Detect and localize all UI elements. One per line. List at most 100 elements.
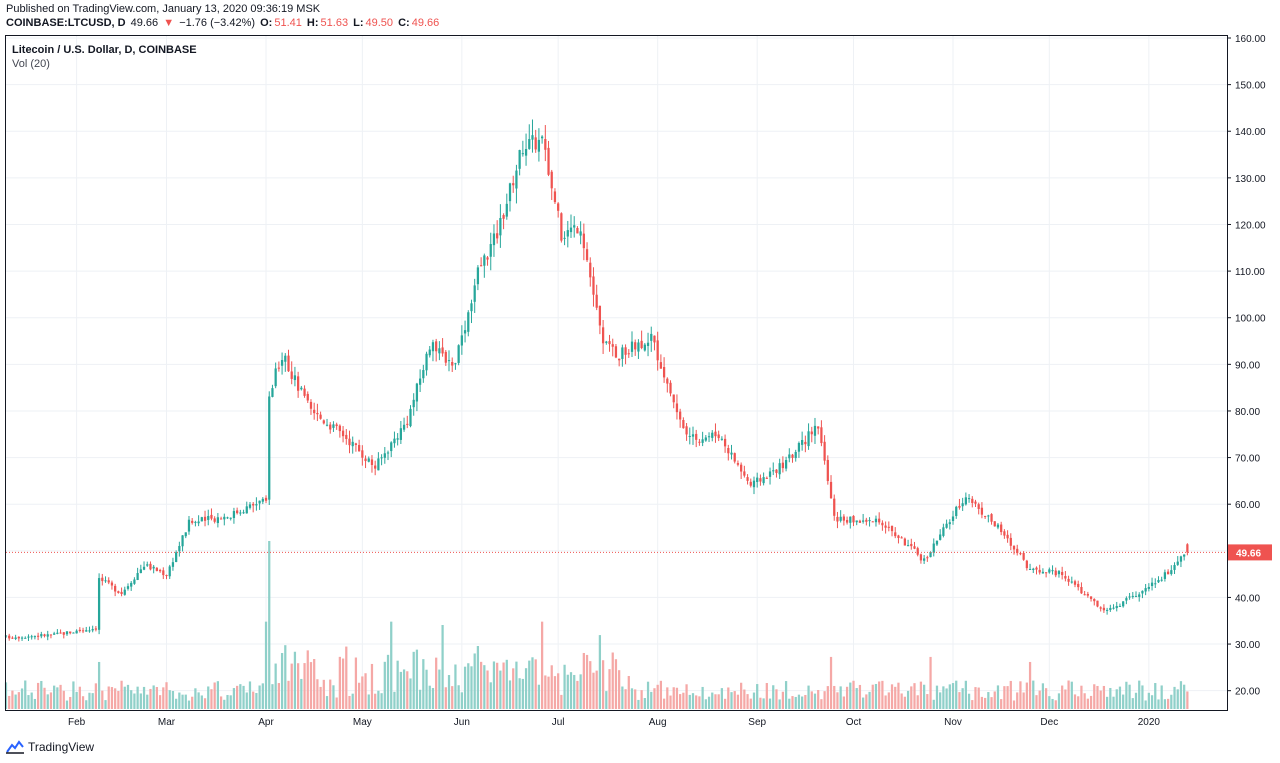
candle-body bbox=[955, 506, 958, 517]
candle-body bbox=[528, 139, 531, 149]
candle-body bbox=[402, 424, 406, 430]
candle-body bbox=[1102, 607, 1106, 611]
volume-bar bbox=[855, 688, 858, 709]
volume-bar bbox=[290, 663, 293, 709]
symbol-label: COINBASE:LTCUSD, D bbox=[6, 17, 126, 29]
tradingview-logo[interactable]: TradingView bbox=[6, 740, 94, 754]
volume-bar bbox=[579, 674, 582, 709]
candle-body bbox=[990, 514, 993, 522]
volume-bar bbox=[752, 692, 756, 709]
candle-body bbox=[855, 520, 858, 523]
candle-body bbox=[740, 464, 743, 472]
candle-body bbox=[319, 414, 322, 419]
candle-body bbox=[723, 438, 727, 447]
volume-bar bbox=[97, 661, 101, 709]
candle-body bbox=[560, 213, 563, 241]
candle-body bbox=[11, 637, 14, 639]
tradingview-logo-icon bbox=[6, 740, 24, 754]
candle-body bbox=[104, 580, 107, 582]
candle-body bbox=[502, 215, 505, 219]
volume-bar bbox=[1112, 696, 1115, 709]
volume-bar bbox=[409, 678, 412, 709]
volume-bar bbox=[280, 653, 284, 709]
candle-body bbox=[1028, 568, 1032, 570]
volume-bar bbox=[406, 671, 409, 709]
volume-bar bbox=[666, 687, 669, 709]
candle-body bbox=[1157, 580, 1160, 583]
candle-body bbox=[1115, 605, 1118, 609]
volume-bar bbox=[242, 685, 245, 709]
volume-bar bbox=[547, 676, 550, 709]
volume-bar bbox=[720, 688, 724, 709]
candle-body bbox=[531, 135, 534, 140]
candle-body bbox=[996, 524, 1000, 528]
candle-body bbox=[390, 442, 393, 452]
volume-bar bbox=[191, 696, 194, 709]
candle-body bbox=[56, 632, 59, 634]
volume-bar bbox=[1067, 680, 1070, 709]
candle-body bbox=[759, 478, 762, 482]
volume-bar bbox=[794, 696, 797, 709]
volume-bar bbox=[483, 665, 486, 709]
candle-body bbox=[422, 370, 425, 379]
volume-bar bbox=[765, 683, 768, 709]
candle-body bbox=[547, 147, 550, 175]
candle-body bbox=[457, 345, 460, 363]
candle-body bbox=[476, 267, 480, 285]
volume-bar bbox=[557, 673, 560, 709]
volume-bar bbox=[634, 689, 637, 709]
candle-body bbox=[540, 136, 544, 139]
candle-body bbox=[521, 153, 524, 155]
volume-bar bbox=[727, 687, 730, 709]
x-tick-label: Jul bbox=[552, 717, 565, 728]
volume-bar bbox=[313, 659, 316, 709]
volume-bar bbox=[165, 682, 168, 709]
candle-body bbox=[322, 420, 325, 424]
candle-body bbox=[797, 443, 801, 452]
candle-body bbox=[24, 637, 27, 639]
candle-body bbox=[778, 463, 781, 475]
volume-bar bbox=[1077, 696, 1080, 709]
volume-bar bbox=[101, 690, 104, 709]
volume-bar bbox=[139, 693, 142, 709]
candle-body bbox=[1035, 567, 1038, 570]
candle-body bbox=[1000, 524, 1003, 533]
candle-body bbox=[332, 424, 335, 428]
volume-bar bbox=[457, 685, 460, 709]
volume-bar bbox=[573, 674, 576, 709]
volume-bar bbox=[1173, 686, 1176, 709]
volume-bar bbox=[858, 684, 862, 709]
candle-body bbox=[290, 371, 293, 379]
y-tick-label: 90.00 bbox=[1235, 360, 1260, 371]
candle-body bbox=[213, 518, 216, 522]
candle-body bbox=[268, 396, 271, 500]
candle-body bbox=[229, 517, 232, 519]
candle-body bbox=[820, 427, 823, 444]
candle-body bbox=[297, 376, 300, 391]
volume-bar bbox=[1080, 685, 1083, 709]
volume-bar bbox=[428, 685, 431, 709]
volume-bar bbox=[187, 700, 191, 709]
volume-bar bbox=[1064, 689, 1067, 709]
high-value: 51.63 bbox=[320, 17, 349, 29]
volume-bar bbox=[162, 687, 165, 709]
candle-body bbox=[730, 452, 733, 455]
candle-body bbox=[399, 428, 402, 440]
volume-bar bbox=[1061, 685, 1064, 709]
candle-body bbox=[557, 203, 560, 211]
candle-body bbox=[1064, 576, 1067, 579]
x-tick-label: Aug bbox=[649, 717, 667, 728]
volume-bar bbox=[393, 691, 396, 709]
candle-body bbox=[890, 525, 894, 532]
volume-bar bbox=[85, 700, 88, 709]
volume-bar bbox=[1163, 699, 1167, 709]
volume-bar bbox=[836, 692, 839, 709]
volume-bar bbox=[544, 675, 547, 709]
volume-bar bbox=[826, 686, 829, 709]
volume-bar bbox=[688, 694, 691, 709]
volume-bar bbox=[104, 700, 107, 709]
volume-bar bbox=[402, 669, 406, 709]
candle-body bbox=[1128, 596, 1131, 598]
volume-bar bbox=[232, 688, 236, 709]
